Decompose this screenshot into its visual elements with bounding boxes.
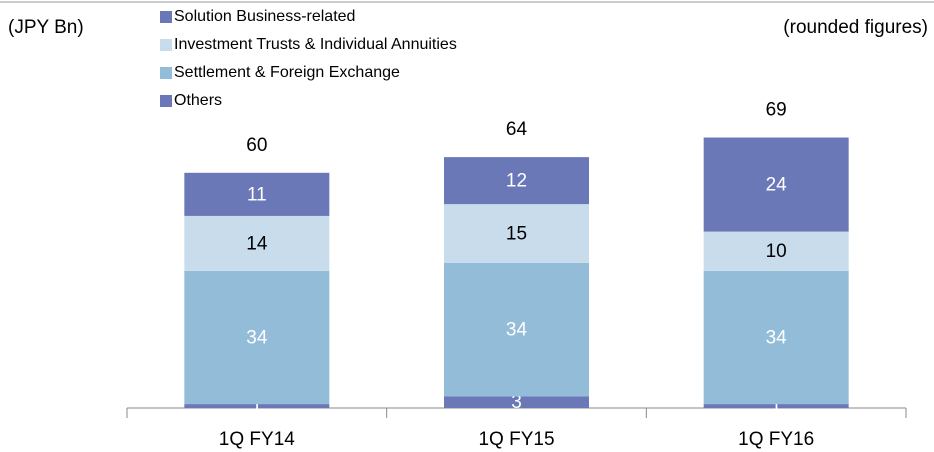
bar-segment <box>444 157 589 205</box>
legend-swatch <box>160 67 172 79</box>
x-tick-label: 1Q FY15 <box>478 429 554 450</box>
segment-label: 3 <box>511 392 522 413</box>
segment-label: 11 <box>247 184 267 205</box>
legend-text: Settlement & Foreign Exchange <box>174 64 400 81</box>
bar-segment <box>444 204 589 263</box>
segment-label: 15 <box>506 224 527 245</box>
total-label: 69 <box>766 100 787 121</box>
bar-segment <box>703 404 849 408</box>
bar-segment <box>703 270 849 405</box>
segment-label: 34 <box>246 327 268 348</box>
bar-segment <box>444 396 589 408</box>
segment-label: 34 <box>506 320 528 341</box>
legend-text: Solution Business-related <box>174 8 355 25</box>
legend-swatch <box>160 11 172 23</box>
segment-label: 12 <box>506 171 527 192</box>
total-label: 64 <box>506 119 528 140</box>
total-label: 60 <box>246 135 267 156</box>
segment-label: 24 <box>766 175 788 196</box>
x-tick-label: 1Q FY14 <box>219 429 295 450</box>
bar-segment <box>444 262 589 397</box>
segment-label: 34 <box>766 327 788 348</box>
segment-label: 14 <box>246 233 268 254</box>
legend-swatch <box>160 95 172 107</box>
bar-segment <box>703 137 849 232</box>
unit-label: (JPY Bn) <box>8 17 84 38</box>
segment-label: 10 <box>766 241 787 262</box>
bar-segment <box>184 172 330 216</box>
segment-label: 1 <box>771 396 782 417</box>
legend-text: Investment Trusts & Individual Annuities <box>174 36 457 53</box>
legend-swatch <box>160 39 172 51</box>
bar-segment <box>703 231 849 271</box>
bar-segment <box>184 404 330 408</box>
note: (rounded figures) <box>783 17 928 38</box>
legend-text: Others <box>174 92 222 109</box>
bar-segment <box>184 270 330 405</box>
segment-label: 1 <box>252 396 263 417</box>
bar-segment <box>184 215 330 271</box>
x-tick-label: 1Q FY16 <box>738 429 814 450</box>
